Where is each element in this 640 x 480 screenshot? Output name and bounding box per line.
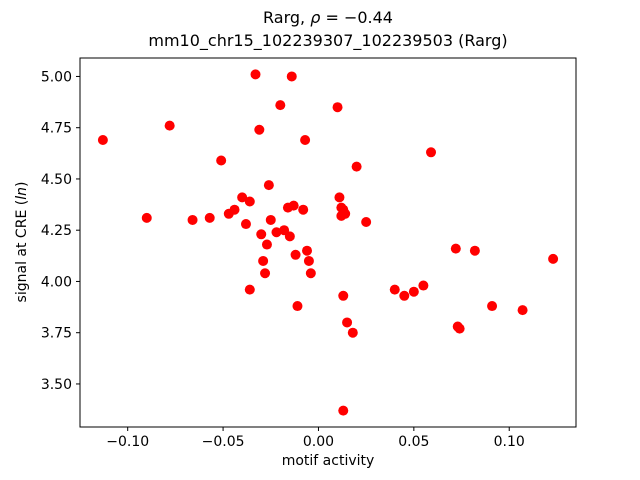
data-point	[141, 212, 152, 223]
y-tick-label: 3.50	[41, 377, 72, 393]
data-point	[256, 229, 267, 240]
data-point	[334, 192, 345, 203]
data-point	[187, 214, 198, 225]
data-point	[469, 245, 480, 256]
data-point	[332, 102, 343, 113]
data-point	[275, 100, 286, 111]
data-point	[426, 147, 437, 158]
x-tick-label: −0.05	[202, 434, 245, 450]
title-value: = −0.44	[320, 8, 393, 27]
data-point	[347, 327, 358, 338]
data-point	[302, 245, 313, 256]
y-axis-label-text: signal at CRE (	[14, 199, 30, 303]
data-point	[237, 192, 248, 203]
data-point	[517, 305, 528, 316]
data-point	[338, 405, 349, 416]
data-point	[290, 249, 301, 260]
data-point	[240, 219, 251, 230]
data-point	[216, 155, 227, 166]
data-point	[254, 124, 265, 135]
data-point	[284, 231, 295, 242]
y-tick-label: 4.25	[41, 223, 72, 239]
y-tick-label: 4.00	[41, 274, 72, 290]
data-point	[408, 286, 419, 297]
data-point	[389, 284, 400, 295]
data-point	[265, 214, 276, 225]
chart-title-line1: Rarg, ρ = −0.44	[80, 8, 576, 27]
data-point	[305, 268, 316, 279]
data-point	[300, 135, 311, 145]
data-point	[399, 290, 410, 301]
data-point	[338, 290, 349, 301]
y-axis-label-close: )	[14, 181, 30, 188]
data-point	[298, 204, 309, 215]
data-point	[286, 71, 297, 82]
plot-frame	[79, 57, 577, 428]
data-point	[244, 196, 255, 207]
data-point	[263, 180, 274, 191]
data-point	[292, 301, 303, 312]
x-tick-label: 0.05	[398, 434, 429, 450]
data-point	[548, 253, 559, 264]
x-tick-label: 0.00	[303, 434, 334, 450]
y-axis-label: signal at CRE (ln)	[14, 182, 30, 303]
data-point	[342, 317, 353, 328]
data-point	[261, 239, 272, 250]
y-tick-label: 5.00	[41, 69, 72, 85]
y-axis-label-italic: ln	[14, 187, 30, 200]
chart-title-line2: mm10_chr15_102239307_102239503 (Rarg)	[148, 31, 508, 50]
data-point	[97, 135, 108, 145]
y-tick-label: 4.75	[41, 121, 72, 137]
data-point	[340, 208, 351, 219]
title-text: Rarg,	[263, 8, 311, 27]
y-axis: 3.50 3.75 4.00 4.25 4.50 4.75 5.00	[41, 69, 80, 393]
data-point	[250, 69, 261, 80]
data-point	[303, 255, 314, 266]
data-point	[260, 268, 271, 279]
x-axis-label: motif activity	[281, 453, 375, 469]
x-tick-label: 0.10	[494, 434, 525, 450]
data-point	[164, 120, 175, 131]
data-point	[351, 161, 362, 172]
data-point	[361, 217, 372, 227]
data-point	[418, 280, 429, 291]
data-point	[204, 212, 215, 223]
data-point	[244, 284, 255, 295]
data-point	[487, 301, 498, 312]
data-point	[258, 255, 269, 266]
data-point	[229, 204, 240, 215]
y-tick-label: 3.75	[41, 326, 72, 342]
data-point	[271, 227, 282, 238]
x-tick-label: −0.10	[106, 434, 149, 450]
y-tick-label: 4.50	[41, 172, 72, 188]
title-rho-symbol: ρ	[310, 8, 321, 27]
data-point	[288, 200, 299, 211]
data-point	[454, 323, 465, 334]
data-point	[450, 243, 461, 254]
x-axis: −0.10 −0.05 0.00 0.05 0.10	[106, 427, 525, 450]
data-points	[97, 69, 559, 416]
